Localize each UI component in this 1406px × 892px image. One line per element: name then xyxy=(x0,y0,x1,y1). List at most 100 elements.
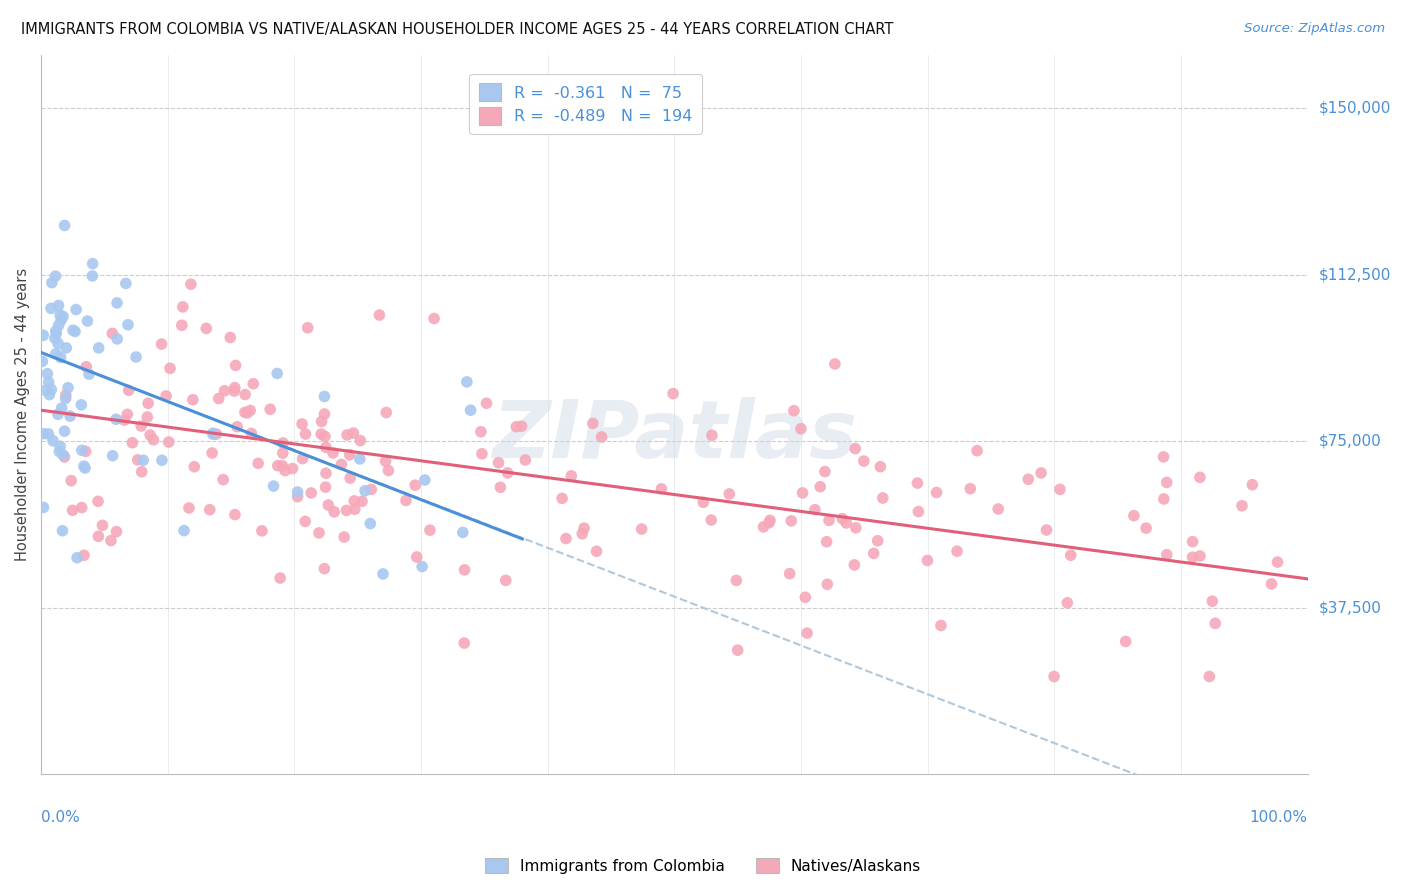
Point xyxy=(49,439,72,453)
Point xyxy=(157,435,180,450)
Point xyxy=(82,257,104,271)
Point xyxy=(1115,634,1137,648)
Point xyxy=(395,493,418,508)
Point xyxy=(419,523,441,537)
Point xyxy=(170,318,193,333)
Point xyxy=(142,433,165,447)
Point xyxy=(51,401,73,415)
Point xyxy=(925,485,948,500)
Point xyxy=(105,412,128,426)
Point xyxy=(1267,555,1289,569)
Point xyxy=(411,559,433,574)
Point xyxy=(39,301,62,316)
Point xyxy=(38,387,60,401)
Point xyxy=(41,383,63,397)
Point xyxy=(1029,466,1052,480)
Point xyxy=(177,500,200,515)
Point xyxy=(32,500,55,515)
Point xyxy=(375,405,398,419)
Point xyxy=(41,276,63,290)
Point xyxy=(208,392,231,406)
Point xyxy=(725,574,748,588)
Point xyxy=(453,563,475,577)
Point xyxy=(862,546,884,560)
Point xyxy=(1153,491,1175,506)
Point xyxy=(488,456,510,470)
Point xyxy=(32,426,55,441)
Point xyxy=(718,487,741,501)
Point xyxy=(55,388,77,402)
Point xyxy=(470,425,492,439)
Point xyxy=(591,430,613,444)
Point xyxy=(139,428,162,442)
Point xyxy=(758,516,780,530)
Point xyxy=(233,405,256,419)
Point xyxy=(1188,470,1211,484)
Point xyxy=(53,219,76,233)
Point xyxy=(53,450,76,464)
Point xyxy=(224,508,246,522)
Text: $150,000: $150,000 xyxy=(1319,101,1391,116)
Point xyxy=(115,277,138,291)
Point xyxy=(1188,549,1211,563)
Point xyxy=(269,571,291,585)
Point xyxy=(510,419,533,434)
Point xyxy=(271,446,294,460)
Point xyxy=(82,268,104,283)
Point xyxy=(239,403,262,417)
Point xyxy=(831,511,853,525)
Point xyxy=(212,473,235,487)
Point xyxy=(76,314,98,328)
Point xyxy=(70,500,93,515)
Point xyxy=(49,308,72,322)
Point xyxy=(555,532,578,546)
Point xyxy=(780,514,803,528)
Point xyxy=(287,485,309,500)
Point xyxy=(311,415,333,429)
Point xyxy=(127,453,149,467)
Point xyxy=(101,326,124,341)
Point xyxy=(796,626,818,640)
Point xyxy=(44,269,66,284)
Point xyxy=(946,544,969,558)
Point xyxy=(966,443,988,458)
Point xyxy=(815,577,838,591)
Point xyxy=(460,403,482,417)
Point xyxy=(240,426,263,441)
Point xyxy=(515,453,537,467)
Point xyxy=(1060,548,1083,562)
Point xyxy=(87,341,110,355)
Point xyxy=(114,413,136,427)
Point xyxy=(1043,669,1066,683)
Point xyxy=(37,367,59,381)
Point xyxy=(987,502,1010,516)
Point xyxy=(45,326,67,341)
Point xyxy=(291,417,314,431)
Point xyxy=(505,419,527,434)
Point xyxy=(46,407,69,421)
Point xyxy=(34,384,56,398)
Point xyxy=(650,482,672,496)
Point xyxy=(236,406,259,420)
Point xyxy=(73,549,96,563)
Point xyxy=(75,359,97,374)
Point xyxy=(322,446,344,460)
Point xyxy=(360,483,382,497)
Text: 0.0%: 0.0% xyxy=(41,810,80,825)
Point xyxy=(32,328,55,343)
Point xyxy=(37,426,59,441)
Point xyxy=(318,498,340,512)
Point xyxy=(349,452,371,467)
Point xyxy=(105,332,128,346)
Point xyxy=(350,494,373,508)
Point xyxy=(335,503,357,517)
Point xyxy=(60,474,83,488)
Point xyxy=(70,398,93,412)
Point xyxy=(475,396,498,410)
Point xyxy=(1201,594,1223,608)
Point xyxy=(299,486,322,500)
Point xyxy=(73,459,96,474)
Point xyxy=(792,486,814,500)
Text: $112,500: $112,500 xyxy=(1319,268,1391,283)
Point xyxy=(585,544,607,558)
